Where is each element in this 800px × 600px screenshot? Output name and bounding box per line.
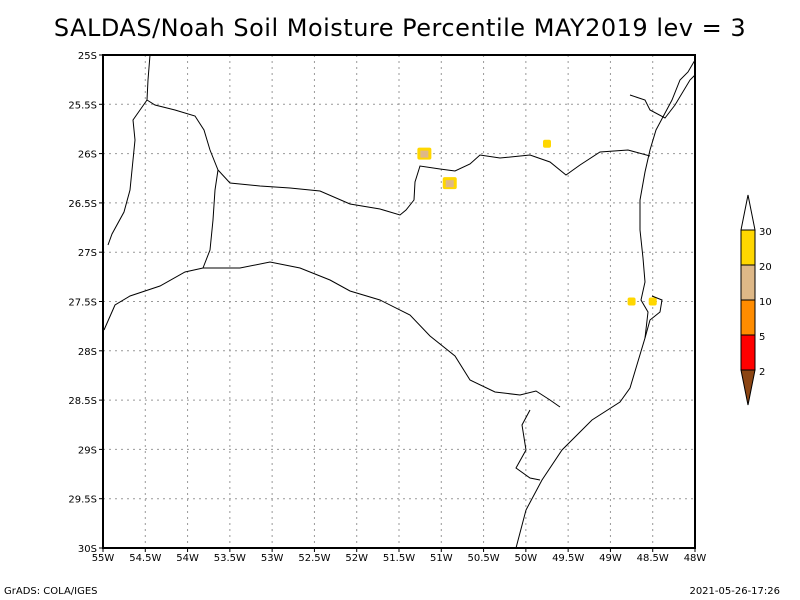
footer-timestamp: 2021-05-26-17:26	[689, 586, 780, 597]
colorbar-segment	[740, 299, 756, 336]
border-line	[202, 169, 219, 269]
x-tick-label: 55W	[92, 553, 115, 564]
coastline	[644, 295, 663, 339]
lagoon-line	[515, 409, 541, 481]
colorbar-label: 30	[759, 227, 772, 238]
coastline	[629, 74, 696, 119]
shaded-cell	[648, 297, 657, 306]
coastline	[515, 59, 696, 549]
colorbar-label: 10	[759, 297, 772, 308]
x-axis: 55W 54.5W 54W 53.5W 53W 52.5W 52W 51.5W 51W 50.5W…	[92, 548, 707, 564]
plot-title: SALDAS/Noah Soil Moisture Percentile MAY…	[53, 14, 747, 42]
colorbar-segment	[740, 264, 756, 301]
x-tick-label: 49.5W	[552, 553, 584, 564]
x-tick-label: 49W	[599, 553, 622, 564]
y-tick-label: 27S	[78, 248, 97, 259]
y-tick-label: 25S	[78, 51, 97, 62]
x-tick-label: 53W	[261, 553, 284, 564]
x-tick-label: 53.5W	[214, 553, 246, 564]
y-axis: 25S 25.5S 26S 26.5S 27S 27.5S 28S 28.5S 29S 29.5S…	[68, 51, 103, 555]
colorbar-label: 2	[759, 367, 765, 378]
shaded-cell-core	[420, 150, 429, 158]
x-tick-label: 51.5W	[383, 553, 415, 564]
border-line	[107, 54, 151, 246]
y-tick-label: 29S	[78, 445, 97, 456]
x-tick-label: 52W	[345, 553, 368, 564]
border-line	[103, 261, 561, 408]
colorbar-bottom-arrow	[740, 369, 756, 406]
y-tick-label: 26S	[78, 150, 97, 161]
boundaries	[103, 54, 696, 549]
y-tick-label: 28S	[78, 347, 97, 358]
y-tick-label: 29.5S	[68, 495, 97, 506]
y-tick-label: 28.5S	[68, 396, 97, 407]
x-tick-label: 50W	[515, 553, 538, 564]
x-tick-label: 51W	[430, 553, 453, 564]
colorbar: 30 20 10 5 2	[740, 194, 772, 406]
colorbar-top-arrow	[740, 194, 756, 231]
border-line	[146, 99, 651, 216]
y-tick-label: 25.5S	[68, 100, 97, 111]
shaded-data	[417, 139, 657, 306]
x-tick-label: 48W	[684, 553, 707, 564]
shaded-cell	[627, 297, 636, 306]
y-tick-label: 26.5S	[68, 199, 97, 210]
x-tick-label: 48.5W	[637, 553, 669, 564]
gridlines	[103, 55, 695, 548]
y-tick-label: 30S	[78, 544, 97, 555]
x-tick-label: 54.5W	[129, 553, 161, 564]
footer-credit: GrADS: COLA/IGES	[4, 586, 98, 597]
shaded-cell-core	[445, 180, 454, 188]
x-tick-label: 52.5W	[298, 553, 330, 564]
colorbar-segment	[740, 334, 756, 371]
colorbar-segment	[740, 229, 756, 266]
colorbar-label: 20	[759, 262, 772, 273]
y-tick-label: 27.5S	[68, 298, 97, 309]
colorbar-label: 5	[759, 332, 765, 343]
x-tick-label: 54W	[176, 553, 199, 564]
x-tick-label: 50.5W	[467, 553, 499, 564]
shaded-cell	[543, 139, 551, 148]
